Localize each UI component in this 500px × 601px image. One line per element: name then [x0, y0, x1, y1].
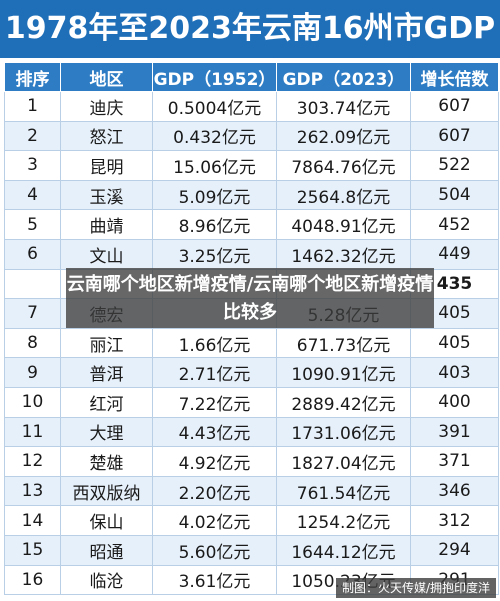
cell-gdp-2023: 1644.12亿元	[276, 534, 411, 566]
cell-rank: 1	[4, 91, 61, 122]
cell-region: 迪庆	[60, 91, 153, 122]
cell-multiple: 504	[410, 179, 499, 211]
cell-multiple: 449	[410, 238, 499, 270]
header-multiple: 增长倍数	[410, 62, 499, 92]
cell-rank: 5	[4, 209, 61, 240]
cell-rank: 14	[4, 505, 61, 536]
cell-rank	[4, 268, 61, 300]
table-row: 15 昭通 5.60亿元 1644.12亿元 294	[4, 534, 499, 566]
cell-rank: 12	[4, 446, 61, 477]
cell-gdp-2023: 1827.04亿元	[276, 446, 411, 477]
table-row: 4 玉溪 5.09亿元 2564.8亿元 504	[4, 179, 499, 211]
cell-gdp-1952: 4.43亿元	[152, 416, 277, 448]
cell-gdp-2023: 262.09亿元	[276, 120, 411, 152]
cell-rank: 7	[4, 298, 61, 329]
cell-multiple: 371	[410, 446, 499, 477]
cell-region: 丽江	[60, 327, 153, 359]
cell-rank: 4	[4, 179, 61, 211]
cell-region: 楚雄	[60, 446, 153, 477]
cell-multiple: 522	[410, 150, 499, 181]
cell-region: 保山	[60, 505, 153, 536]
cell-region: 普洱	[60, 357, 153, 388]
table-row: 9 普洱 2.71亿元 1090.91亿元 403	[4, 357, 499, 388]
table-row: 13 西双版纳 2.20亿元 761.54亿元 346	[4, 475, 499, 507]
table-row: 10 红河 7.22亿元 2889.42亿元 400	[4, 386, 499, 418]
cell-multiple: 294	[410, 534, 499, 566]
table-row: 1 迪庆 0.5004亿元 303.74亿元 607	[4, 91, 499, 122]
overlay-banner: 云南哪个地区新增疫情/云南哪个地区新增疫情比较多	[66, 268, 434, 328]
cell-region: 昭通	[60, 534, 153, 566]
cell-region: 红河	[60, 386, 153, 418]
cell-region: 昆明	[60, 150, 153, 181]
cell-gdp-2023: 2889.42亿元	[276, 386, 411, 418]
cell-multiple: 607	[410, 120, 499, 152]
cell-gdp-2023: 2564.8亿元	[276, 179, 411, 211]
header-gdp-1952: GDP（1952）	[152, 62, 277, 92]
cell-gdp-2023: 4048.91亿元	[276, 209, 411, 240]
table-row: 11 大理 4.43亿元 1731.06亿元 391	[4, 416, 499, 448]
cell-multiple: 405	[410, 327, 499, 359]
cell-rank: 10	[4, 386, 61, 418]
cell-region: 玉溪	[60, 179, 153, 211]
header-region: 地区	[60, 62, 153, 92]
table-row: 2 怒江 0.432亿元 262.09亿元 607	[4, 120, 499, 152]
cell-gdp-2023: 1254.2亿元	[276, 505, 411, 536]
cell-multiple: 607	[410, 91, 499, 122]
cell-multiple: 403	[410, 357, 499, 388]
cell-rank: 13	[4, 475, 61, 507]
cell-multiple: 312	[410, 505, 499, 536]
table-row: 5 曲靖 8.96亿元 4048.91亿元 452	[4, 209, 499, 240]
cell-gdp-1952: 3.25亿元	[152, 238, 277, 270]
cell-region: 临沧	[60, 564, 153, 596]
cell-multiple: 391	[410, 416, 499, 448]
cell-gdp-2023: 671.73亿元	[276, 327, 411, 359]
cell-rank: 11	[4, 416, 61, 448]
table-row: 14 保山 4.02亿元 1254.2亿元 312	[4, 505, 499, 536]
header-gdp-2023: GDP（2023）	[276, 62, 411, 92]
table-row: 8 丽江 1.66亿元 671.73亿元 405	[4, 327, 499, 359]
cell-gdp-1952: 1.66亿元	[152, 327, 277, 359]
cell-region: 曲靖	[60, 209, 153, 240]
page-title: 1978年至2023年云南16州市GDP增长倍数	[0, 0, 500, 104]
cell-gdp-1952: 0.432亿元	[152, 120, 277, 152]
cell-rank: 2	[4, 120, 61, 152]
cell-gdp-2023: 1090.91亿元	[276, 357, 411, 388]
table-row: 6 文山 3.25亿元 1462.32亿元 449	[4, 238, 499, 270]
cell-gdp-1952: 4.92亿元	[152, 446, 277, 477]
cell-gdp-1952: 0.5004亿元	[152, 91, 277, 122]
cell-gdp-2023: 7864.76亿元	[276, 150, 411, 181]
cell-gdp-1952: 15.06亿元	[152, 150, 277, 181]
table-row: 3 昆明 15.06亿元 7864.76亿元 522	[4, 150, 499, 181]
cell-gdp-1952: 5.09亿元	[152, 179, 277, 211]
cell-gdp-1952: 5.60亿元	[152, 534, 277, 566]
cell-multiple: 346	[410, 475, 499, 507]
cell-rank: 3	[4, 150, 61, 181]
cell-rank: 15	[4, 534, 61, 566]
cell-gdp-1952: 2.20亿元	[152, 475, 277, 507]
cell-region: 大理	[60, 416, 153, 448]
cell-gdp-2023: 1731.06亿元	[276, 416, 411, 448]
cell-gdp-1952: 3.61亿元	[152, 564, 277, 596]
cell-gdp-2023: 1462.32亿元	[276, 238, 411, 270]
cell-region: 文山	[60, 238, 153, 270]
table-header-row: 排序 地区 GDP（1952） GDP（2023） 增长倍数	[4, 62, 499, 92]
cell-gdp-2023: 303.74亿元	[276, 91, 411, 122]
cell-rank: 8	[4, 327, 61, 359]
cell-multiple: 400	[410, 386, 499, 418]
cell-rank: 6	[4, 238, 61, 270]
cell-gdp-1952: 7.22亿元	[152, 386, 277, 418]
table-row: 12 楚雄 4.92亿元 1827.04亿元 371	[4, 446, 499, 477]
cell-rank: 16	[4, 564, 61, 596]
cell-rank: 9	[4, 357, 61, 388]
cell-gdp-1952: 4.02亿元	[152, 505, 277, 536]
header-rank: 排序	[4, 62, 61, 92]
cell-multiple: 452	[410, 209, 499, 240]
cell-region: 西双版纳	[60, 475, 153, 507]
cell-gdp-1952: 2.71亿元	[152, 357, 277, 388]
gdp-table: 排序 地区 GDP（1952） GDP（2023） 增长倍数 1 迪庆 0.5004…	[4, 62, 499, 596]
watermark: 制图：火天传媒/拥抱印度洋	[335, 578, 496, 598]
cell-gdp-2023: 761.54亿元	[276, 475, 411, 507]
cell-region: 怒江	[60, 120, 153, 152]
cell-gdp-1952: 8.96亿元	[152, 209, 277, 240]
